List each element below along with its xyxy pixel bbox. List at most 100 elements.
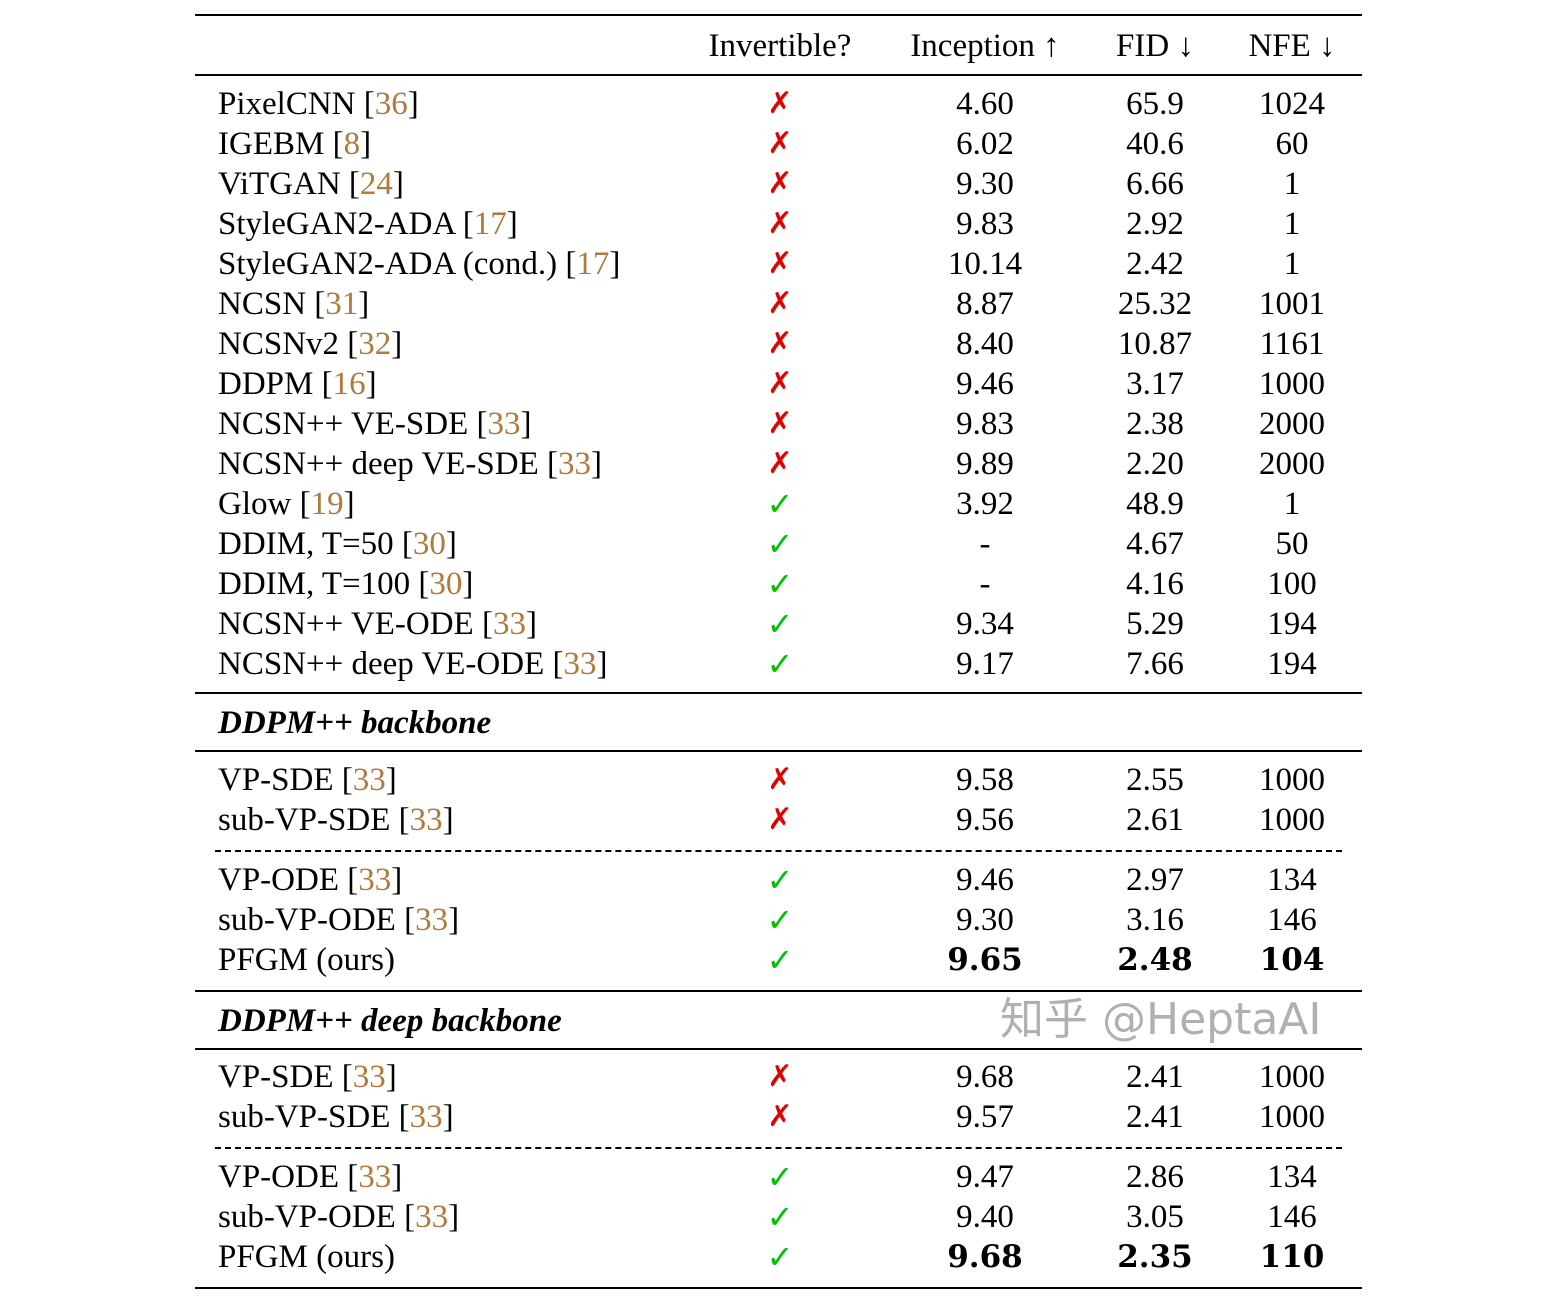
citation-link[interactable]: 30 <box>412 526 446 562</box>
method-label: PFGM (ours) <box>218 942 395 978</box>
citation-link[interactable]: 33 <box>352 762 386 798</box>
check-icon: ✓ <box>766 1158 794 1196</box>
table-row: DDIM, T=100 [30] ✓ - 4.16 100 <box>195 564 1362 604</box>
citation-link[interactable]: 33 <box>415 902 449 938</box>
citation-link[interactable]: 31 <box>325 286 359 322</box>
row-block: PixelCNN [36] ✗ 4.60 65.9 1024 IGEBM [8] ✗ 6.02… <box>195 76 1362 692</box>
citation-link[interactable]: 33 <box>415 1199 449 1235</box>
table-row: PFGM (ours) ✓ 9.68 2.35 110 <box>195 1237 1362 1277</box>
fid-score: 6.66 <box>1126 166 1184 202</box>
method-name: PixelCNN [36] <box>218 84 419 124</box>
nfe-count: 2000 <box>1259 406 1325 442</box>
citation-link[interactable]: 33 <box>409 1099 443 1135</box>
citation-link[interactable]: 16 <box>332 366 366 402</box>
bracket-open: [ <box>544 646 564 682</box>
method-label: PFGM (ours) <box>218 1239 395 1275</box>
nfe-count: 110 <box>1259 1239 1325 1275</box>
method-name: NCSNv2 [32] <box>218 324 402 364</box>
nfe-count: 2000 <box>1259 446 1325 482</box>
table-row: PixelCNN [36] ✗ 4.60 65.9 1024 <box>195 84 1362 124</box>
method-name: VP-ODE [33] <box>218 1157 402 1197</box>
table-row: StyleGAN2-ADA [17] ✗ 9.83 2.92 1 <box>195 204 1362 244</box>
table-row: StyleGAN2-ADA (cond.) [17] ✗ 10.14 2.42 1 <box>195 244 1362 284</box>
watermark: 知乎 @HeptaAI <box>1000 994 1322 1045</box>
method-name: DDIM, T=50 [30] <box>218 524 457 564</box>
fid-score: 2.20 <box>1126 446 1184 482</box>
fid-score: 2.38 <box>1126 406 1184 442</box>
check-icon: ✓ <box>766 485 794 523</box>
method-label: Glow <box>218 486 292 522</box>
nfe-count: 1 <box>1283 486 1301 522</box>
inception-score: 9.58 <box>956 762 1014 798</box>
bracket-close: ] <box>391 862 403 898</box>
fid-score: 65.9 <box>1126 86 1184 122</box>
bracket-open: [ <box>473 606 493 642</box>
section-rule <box>195 750 1362 752</box>
citation-link[interactable]: 33 <box>352 1059 386 1095</box>
method-name: sub-VP-SDE [33] <box>218 1097 454 1137</box>
citation-link[interactable]: 17 <box>473 206 507 242</box>
inception-score: 9.34 <box>956 606 1014 642</box>
row-block: VP-SDE [33] ✗ 9.68 2.41 1000 sub-VP-SDE [33] ✗… <box>195 1050 1362 1137</box>
header-invertible: Invertible? <box>708 28 852 64</box>
bracket-close: ] <box>525 606 537 642</box>
method-label: NCSN++ deep VE-ODE <box>218 646 545 682</box>
table-row: sub-VP-ODE [33] ✓ 9.30 3.16 146 <box>195 900 1362 940</box>
citation-link[interactable]: 32 <box>358 326 392 362</box>
citation-link[interactable]: 30 <box>429 566 463 602</box>
inception-score: 8.87 <box>956 286 1014 322</box>
dashed-separator <box>215 1147 1342 1149</box>
fid-score: 4.16 <box>1126 566 1184 602</box>
bracket-open: [ <box>454 206 474 242</box>
fid-score: 2.86 <box>1126 1159 1184 1195</box>
citation-link[interactable]: 17 <box>576 246 610 282</box>
citation-link[interactable]: 36 <box>374 86 408 122</box>
citation-link[interactable]: 8 <box>343 126 361 162</box>
method-label: sub-VP-SDE <box>218 1099 391 1135</box>
nfe-count: 1024 <box>1259 86 1325 122</box>
bottom-rule <box>195 1287 1362 1289</box>
citation-link[interactable]: 33 <box>358 1159 392 1195</box>
bracket-open: [ <box>339 862 359 898</box>
citation-link[interactable]: 24 <box>359 166 393 202</box>
table-row: VP-ODE [33] ✓ 9.46 2.97 134 <box>195 860 1362 900</box>
method-label: sub-VP-SDE <box>218 802 391 838</box>
check-icon: ✓ <box>766 1198 794 1236</box>
bracket-open: [ <box>557 246 577 282</box>
citation-link[interactable]: 33 <box>358 862 392 898</box>
citation-link[interactable]: 33 <box>563 646 597 682</box>
bracket-close: ] <box>407 86 419 122</box>
nfe-count: 1000 <box>1259 1099 1325 1135</box>
method-label: DDPM <box>218 366 314 402</box>
bracket-open: [ <box>395 1199 416 1235</box>
inception-score: 9.46 <box>956 366 1014 402</box>
inception-score: 4.60 <box>956 86 1014 122</box>
bracket-close: ] <box>462 566 474 602</box>
bracket-close: ] <box>448 1199 460 1235</box>
inception-score: 9.47 <box>956 1159 1014 1195</box>
inception-score: 9.83 <box>956 406 1014 442</box>
nfe-count: 1000 <box>1259 762 1325 798</box>
table-row: NCSN++ VE-ODE [33] ✓ 9.34 5.29 194 <box>195 604 1362 644</box>
nfe-count: 134 <box>1267 862 1317 898</box>
method-label: NCSN <box>218 286 307 322</box>
fid-score: 2.35 <box>1117 1239 1193 1275</box>
citation-link[interactable]: 33 <box>492 606 526 642</box>
method-label: IGEBM <box>218 126 325 162</box>
method-name: sub-VP-ODE [33] <box>218 1197 459 1237</box>
bracket-open: [ <box>339 326 359 362</box>
bracket-open: [ <box>333 1059 353 1095</box>
citation-link[interactable]: 33 <box>409 802 443 838</box>
cross-icon: ✗ <box>767 166 793 201</box>
citation-link[interactable]: 33 <box>487 406 521 442</box>
citation-link[interactable]: 19 <box>310 486 344 522</box>
section-header: DDPM++ backbone <box>195 694 1362 750</box>
citation-link[interactable]: 33 <box>558 446 592 482</box>
method-name: NCSN++ VE-SDE [33] <box>218 404 531 444</box>
inception-score: 9.30 <box>956 166 1014 202</box>
method-name: DDIM, T=100 [30] <box>218 564 473 604</box>
check-icon: ✓ <box>766 861 794 899</box>
check-icon: ✓ <box>766 605 794 643</box>
bracket-close: ] <box>358 286 370 322</box>
method-name: ViTGAN [24] <box>218 164 404 204</box>
